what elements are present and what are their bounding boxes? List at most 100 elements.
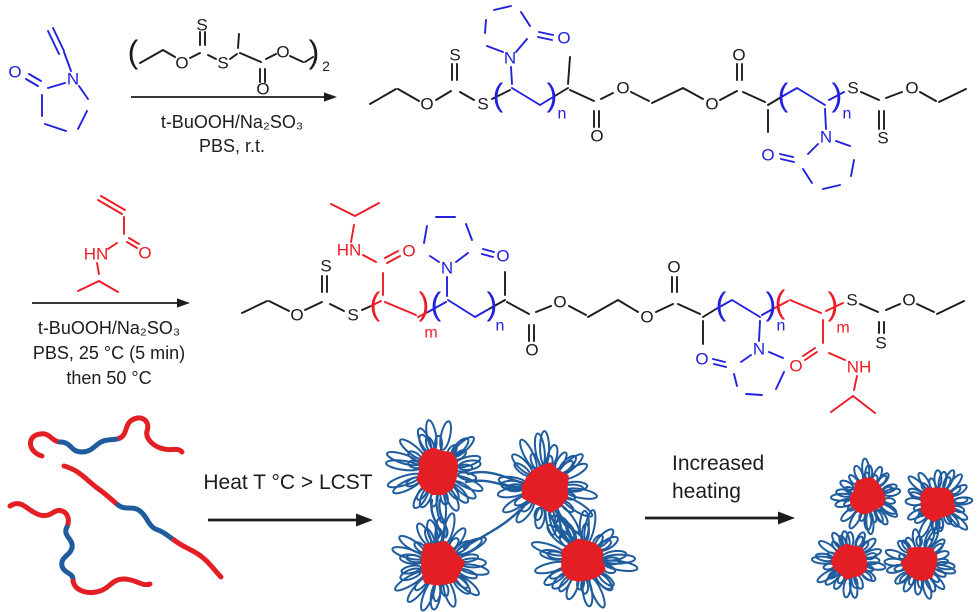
atom-label-HN: HN xyxy=(337,241,362,260)
chain-red-segment xyxy=(171,537,224,580)
corona-loop xyxy=(533,506,544,521)
atom-label-n: n xyxy=(496,318,505,335)
atom-label-2: 2 xyxy=(322,58,330,74)
product-2-blue-bonds xyxy=(423,216,785,396)
reaction-arrow-3 xyxy=(208,513,373,527)
atom-label-O: O xyxy=(667,258,680,277)
atom-label-O: O xyxy=(525,341,538,360)
atom-label-): ) xyxy=(828,286,839,322)
micelles-layer xyxy=(385,419,974,612)
atom-label-S: S xyxy=(320,257,331,276)
atom-label-N: N xyxy=(820,128,832,147)
step2-conditions: t-BuOOH/Na₂SO₃ PBS, 25 °C (5 min) then 5… xyxy=(10,316,208,391)
chain-red-segment xyxy=(117,415,185,455)
micelle-core xyxy=(849,477,886,515)
step1-solvent: PBS, r.t. xyxy=(198,136,266,156)
atom-label-O: O xyxy=(789,357,802,376)
atom-label-O: O xyxy=(8,63,21,82)
product-2-structure xyxy=(241,202,965,414)
atom-label-N: N xyxy=(441,259,453,278)
micelle-core xyxy=(416,447,458,495)
micelle-core xyxy=(920,487,956,522)
atom-label-): ) xyxy=(309,34,320,70)
atom-label-O: O xyxy=(402,242,415,261)
atom-label-m: m xyxy=(424,325,437,342)
atom-label-O: O xyxy=(732,46,745,65)
atom-label-O: O xyxy=(553,293,566,312)
corona-loop xyxy=(915,535,923,548)
atom-label-S: S xyxy=(877,129,888,148)
step2-solvent: PBS, 25 °C (5 min) xyxy=(32,343,186,363)
atom-label-S: S xyxy=(477,95,488,114)
corona-loop xyxy=(439,420,452,451)
atom-label-O: O xyxy=(761,146,774,165)
product-1-blue-bonds xyxy=(484,5,855,190)
atom-label-(: ( xyxy=(128,34,139,70)
atom-label-S: S xyxy=(217,54,228,73)
atom-label-S: S xyxy=(449,46,460,65)
atom-label-(: ( xyxy=(716,286,727,322)
atom-label-N: N xyxy=(753,340,765,359)
arrow-1-head xyxy=(324,92,337,102)
atom-label-O: O xyxy=(276,43,289,62)
atom-label-O: O xyxy=(640,308,653,327)
arrow-4-head xyxy=(778,511,795,525)
nipam-bonds xyxy=(77,195,140,293)
flower-micelle xyxy=(830,457,902,536)
atom-label-S: S xyxy=(846,291,857,310)
atom-label-O: O xyxy=(557,29,570,48)
micelle-core xyxy=(561,538,606,582)
arrow-2-head xyxy=(177,298,190,308)
atom-label-O: O xyxy=(695,350,708,369)
flower-micelle xyxy=(904,469,974,539)
corona-loop xyxy=(882,485,894,494)
unimer-chains xyxy=(7,415,224,596)
atom-label-NH: NH xyxy=(847,358,872,377)
atom-label-O: O xyxy=(590,127,603,146)
step4-label: Increased heating xyxy=(672,450,822,506)
flower-micelle xyxy=(883,527,957,600)
step4-label-line1: Increased xyxy=(672,452,765,475)
nipam-monomer-structure xyxy=(77,195,140,293)
product-2-black-bonds xyxy=(241,271,965,345)
atom-label-O: O xyxy=(905,79,918,98)
atom-label-(: ( xyxy=(493,77,504,113)
corona-loop xyxy=(884,548,906,561)
step3-label: Heat T °C > LCST xyxy=(203,471,373,494)
atom-label-O: O xyxy=(616,79,629,98)
atom-label-): ) xyxy=(832,77,843,113)
atom-label-O: O xyxy=(420,95,433,114)
product-1-black-bonds xyxy=(369,56,967,133)
atom-label-): ) xyxy=(487,286,498,322)
step1-conditions: t-BuOOH/Na₂SO₃ PBS, r.t. xyxy=(132,110,332,158)
chain-red-segment xyxy=(61,463,121,508)
flower-micelle xyxy=(385,419,484,524)
corona-loop xyxy=(953,496,969,505)
micelle-core xyxy=(521,462,569,513)
step2-temperature: then 50 °C xyxy=(66,368,152,388)
atom-label-n: n xyxy=(843,106,852,123)
product-1-structure xyxy=(369,5,967,190)
flower-micelle xyxy=(810,530,887,599)
atom-label-m: m xyxy=(836,320,849,337)
atom-label-(: ( xyxy=(775,284,786,320)
atom-label-O: O xyxy=(902,291,915,310)
atom-label-(: ( xyxy=(370,286,381,322)
reaction-arrow-1 xyxy=(131,92,337,102)
corona-loop xyxy=(942,476,952,490)
atom-label-S: S xyxy=(875,334,886,353)
atom-label-S: S xyxy=(347,306,358,325)
cta-structure xyxy=(139,31,314,83)
atom-label-O: O xyxy=(496,247,509,266)
atom-label-): ) xyxy=(547,77,558,113)
corona-loop xyxy=(400,564,422,575)
step2-reagents: t-BuOOH/Na₂SO₃ xyxy=(37,318,181,338)
atom-label-S: S xyxy=(847,79,858,98)
corona-loop xyxy=(602,556,622,566)
flower-micelle xyxy=(496,430,598,540)
cta-bonds xyxy=(139,31,314,83)
chain-red-segment xyxy=(7,501,71,530)
